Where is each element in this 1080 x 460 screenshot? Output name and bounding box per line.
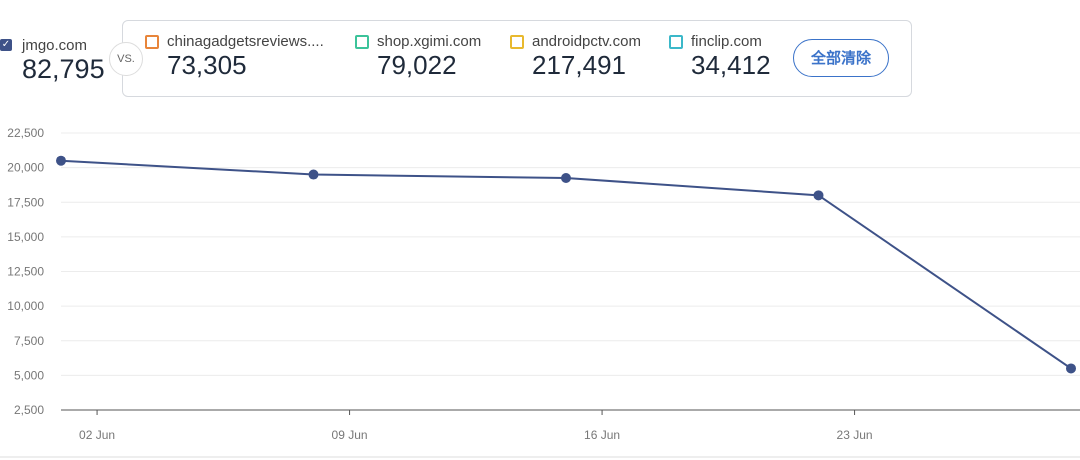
y-tick-label: 17,500 (7, 195, 44, 209)
main-site-value: 82,795 (22, 54, 105, 84)
divider (0, 456, 1080, 458)
vs-badge: VS. (109, 42, 143, 76)
y-tick-label: 22,500 (7, 126, 44, 140)
competitors-panel: chinagadgetsreviews.... 73,305 shop.xgim… (122, 20, 912, 97)
checkbox-icon[interactable] (355, 35, 369, 49)
data-point (308, 169, 319, 180)
data-point (561, 173, 571, 184)
x-tick-label: 09 Jun (332, 428, 368, 442)
main-site-name: jmgo.com (22, 37, 88, 54)
y-tick-label: 2,500 (14, 403, 44, 417)
y-tick-label: 7,500 (14, 334, 44, 348)
y-tick-label: 15,000 (7, 230, 44, 244)
competitor-value: 79,022 (377, 50, 457, 80)
data-point (1066, 363, 1076, 374)
checkbox-icon[interactable] (510, 35, 524, 49)
competitor-name: shop.xgimi.com (377, 33, 482, 50)
competitor-value: 73,305 (167, 50, 247, 80)
y-tick-label: 12,500 (7, 265, 44, 279)
x-tick-label: 02 Jun (79, 428, 115, 442)
checkbox-checked-icon[interactable]: ✓ (0, 39, 12, 51)
x-tick-label: 23 Jun (837, 428, 873, 442)
competitor-name: finclip.com (691, 33, 762, 50)
competitor-name: androidpctv.com (532, 33, 641, 50)
y-tick-label: 20,000 (7, 161, 44, 175)
x-tick-label: 16 Jun (584, 428, 620, 442)
y-tick-label: 5,000 (14, 368, 44, 382)
y-tick-label: 10,000 (7, 299, 44, 313)
series-line (60, 159, 1072, 370)
data-point (56, 155, 66, 166)
competitor-value: 34,412 (691, 50, 771, 80)
data-point (813, 190, 824, 201)
checkbox-icon[interactable] (669, 35, 683, 49)
competitor-name: chinagadgetsreviews.... (167, 33, 324, 50)
competitor-value: 217,491 (532, 50, 626, 80)
clear-all-button[interactable]: 全部清除 (793, 39, 889, 77)
checkbox-icon[interactable] (145, 35, 159, 49)
